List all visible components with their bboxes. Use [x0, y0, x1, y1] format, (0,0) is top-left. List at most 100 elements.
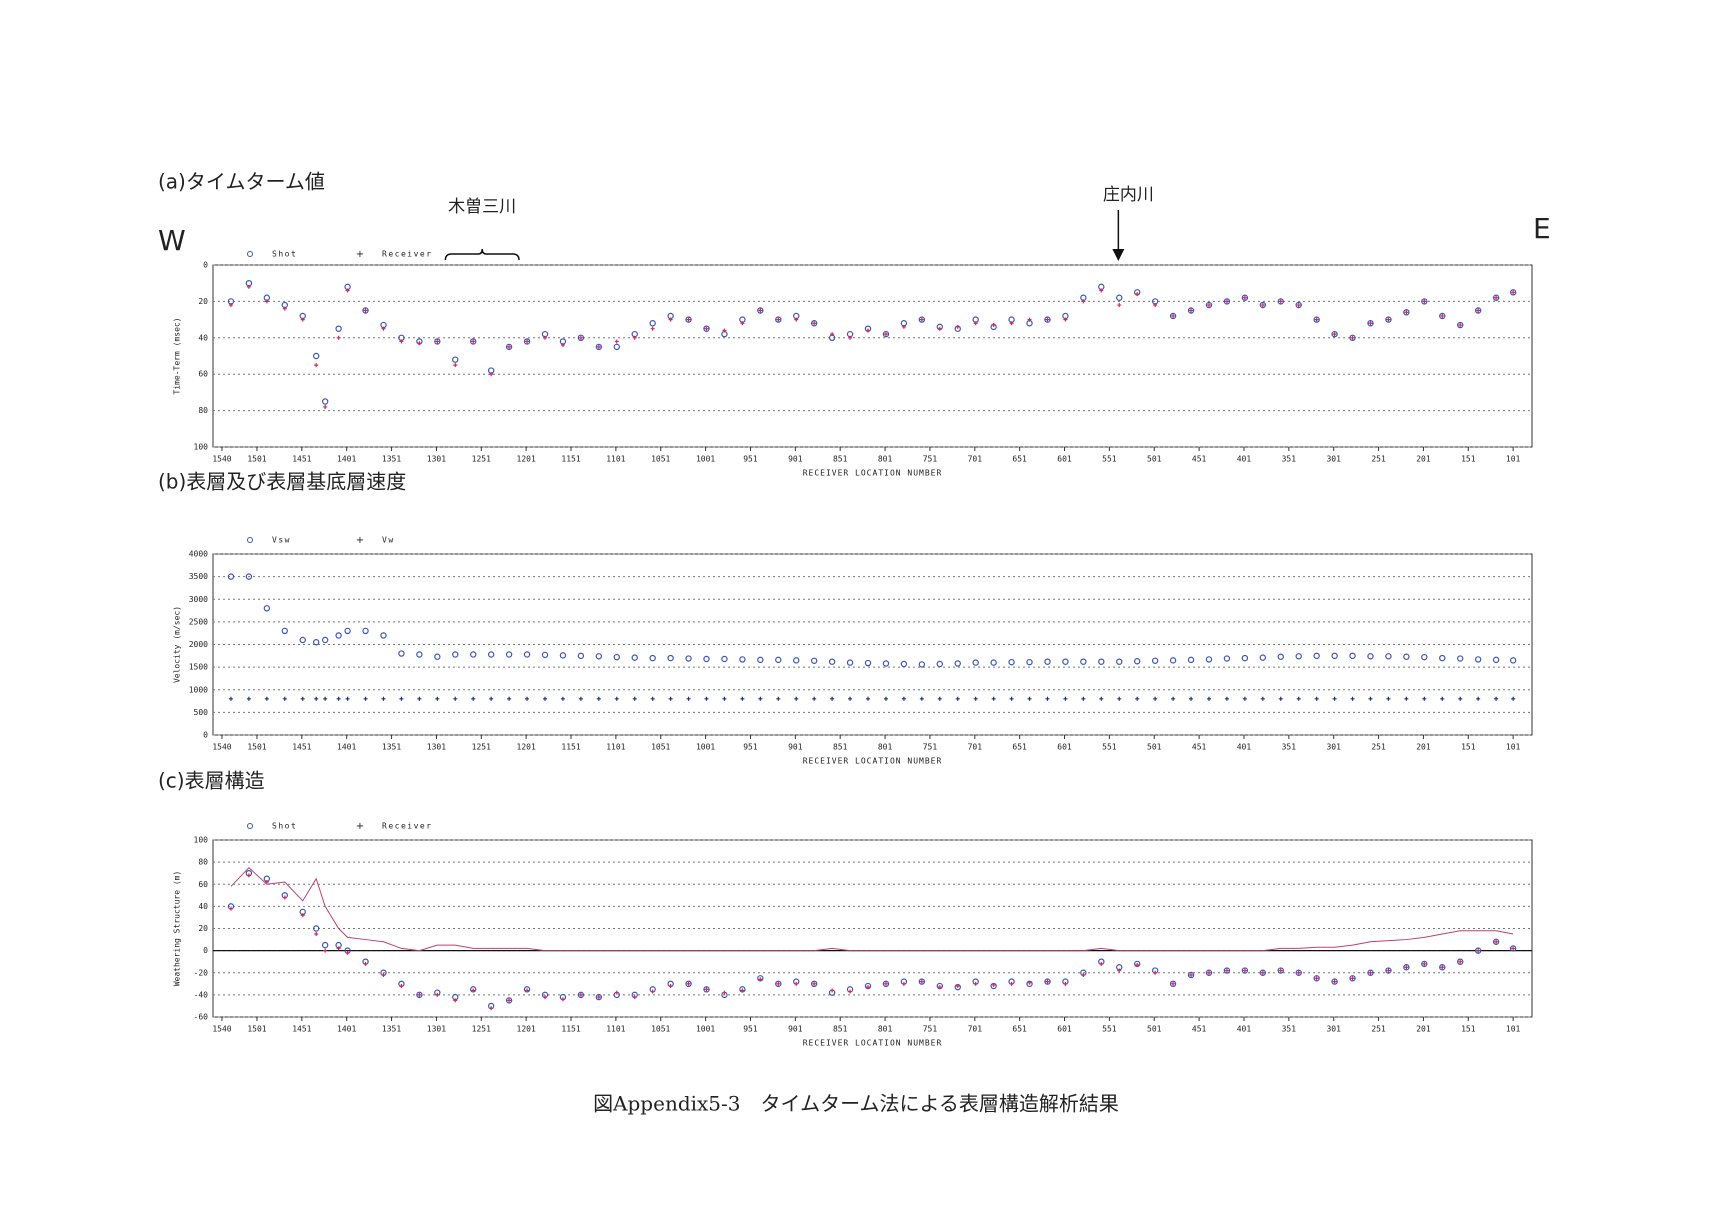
point — [1189, 696, 1194, 701]
x-tick-label: 1540 — [212, 455, 231, 464]
point — [704, 326, 709, 331]
point — [810, 657, 818, 664]
point — [1386, 317, 1391, 322]
y-tick-label: 1000 — [189, 685, 208, 694]
point — [937, 326, 942, 331]
point — [1099, 696, 1104, 701]
point — [901, 324, 906, 329]
point — [1404, 965, 1409, 970]
point — [416, 651, 423, 658]
x-tick-label: 351 — [1282, 743, 1297, 752]
legend-symbol — [247, 251, 253, 257]
point — [362, 627, 369, 635]
point — [323, 948, 328, 953]
point — [1135, 963, 1140, 968]
point — [685, 655, 692, 662]
series-line — [230, 866, 1514, 952]
x-axis-label: RECEIVER LOCATION NUMBER — [803, 757, 943, 766]
y-tick-label: 100 — [194, 443, 209, 452]
point — [312, 639, 320, 646]
point — [1313, 316, 1320, 323]
point — [489, 1006, 494, 1011]
point — [632, 335, 637, 340]
point — [416, 991, 423, 999]
point — [973, 696, 978, 701]
point — [973, 321, 978, 326]
legend-symbol: + — [356, 821, 364, 832]
annotation-label: 木曽三川 — [448, 197, 516, 217]
point — [776, 981, 781, 986]
y-tick-label: 80 — [198, 858, 208, 867]
point — [812, 321, 817, 326]
x-tick-label: 501 — [1147, 743, 1162, 752]
x-tick-label: 501 — [1147, 455, 1162, 464]
y-tick-label: 80 — [198, 406, 208, 415]
x-tick-label: 651 — [1012, 743, 1027, 752]
point — [1492, 938, 1500, 945]
legend-label: Vsw — [272, 536, 291, 545]
point — [901, 696, 906, 701]
x-tick-label: 951 — [743, 1025, 758, 1034]
point — [1350, 696, 1355, 701]
point — [299, 636, 306, 644]
point — [704, 696, 709, 701]
x-tick-label: 701 — [968, 743, 983, 752]
chart-title: (a)タイムターム値 — [158, 170, 325, 194]
point — [1027, 980, 1032, 985]
point — [1063, 981, 1068, 986]
point — [866, 696, 871, 701]
point — [1187, 656, 1195, 664]
point — [1206, 303, 1211, 308]
point — [991, 696, 996, 701]
point — [1242, 968, 1247, 973]
point — [1117, 968, 1122, 973]
x-tick-label: 851 — [833, 743, 848, 752]
point — [1241, 294, 1249, 301]
y-tick-label: 60 — [198, 880, 208, 889]
point — [453, 998, 458, 1003]
point — [489, 696, 494, 701]
east-label: E — [1533, 212, 1551, 245]
y-tick-label: 60 — [198, 370, 208, 379]
point — [453, 696, 458, 701]
point — [794, 317, 799, 322]
x-tick-label: 1501 — [247, 455, 266, 464]
point — [1205, 301, 1213, 309]
x-tick-label: 751 — [923, 1025, 938, 1034]
x-tick-label: 1251 — [472, 743, 491, 752]
point — [246, 696, 251, 701]
x-tick-label: 351 — [1282, 455, 1297, 464]
point — [1044, 658, 1051, 665]
annotation-label: 庄内川 — [1103, 185, 1154, 205]
point — [1027, 696, 1032, 701]
point — [1476, 308, 1481, 313]
point — [1242, 696, 1247, 701]
point — [758, 696, 763, 701]
x-tick-label: 551 — [1102, 743, 1117, 752]
x-tick-label: 1201 — [517, 455, 536, 464]
point — [560, 696, 565, 701]
point — [1350, 976, 1355, 981]
point — [507, 344, 512, 349]
point — [399, 984, 404, 989]
point — [344, 627, 351, 635]
point — [1080, 658, 1087, 665]
point — [686, 696, 691, 701]
x-tick-label: 101 — [1506, 1025, 1521, 1034]
point — [812, 981, 817, 986]
point — [381, 972, 386, 977]
point — [417, 696, 422, 701]
legend-label: Receiver — [382, 822, 433, 831]
y-tick-label: 0 — [203, 731, 208, 740]
point — [991, 982, 996, 987]
legend-symbol — [247, 823, 253, 829]
point — [525, 696, 530, 701]
point — [300, 317, 305, 322]
y-tick-label: 20 — [198, 924, 208, 933]
point — [1277, 967, 1284, 974]
point — [336, 696, 341, 701]
point — [596, 344, 601, 349]
point — [722, 696, 727, 701]
point — [955, 324, 960, 329]
point — [830, 332, 835, 337]
